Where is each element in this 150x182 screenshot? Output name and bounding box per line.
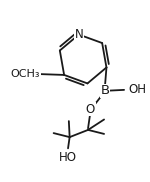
Text: OCH₃: OCH₃ (11, 69, 40, 79)
Text: B: B (100, 84, 110, 97)
Text: O: O (86, 103, 95, 116)
Text: HO: HO (59, 151, 77, 164)
Text: N: N (74, 28, 83, 41)
Text: OH: OH (128, 83, 146, 96)
